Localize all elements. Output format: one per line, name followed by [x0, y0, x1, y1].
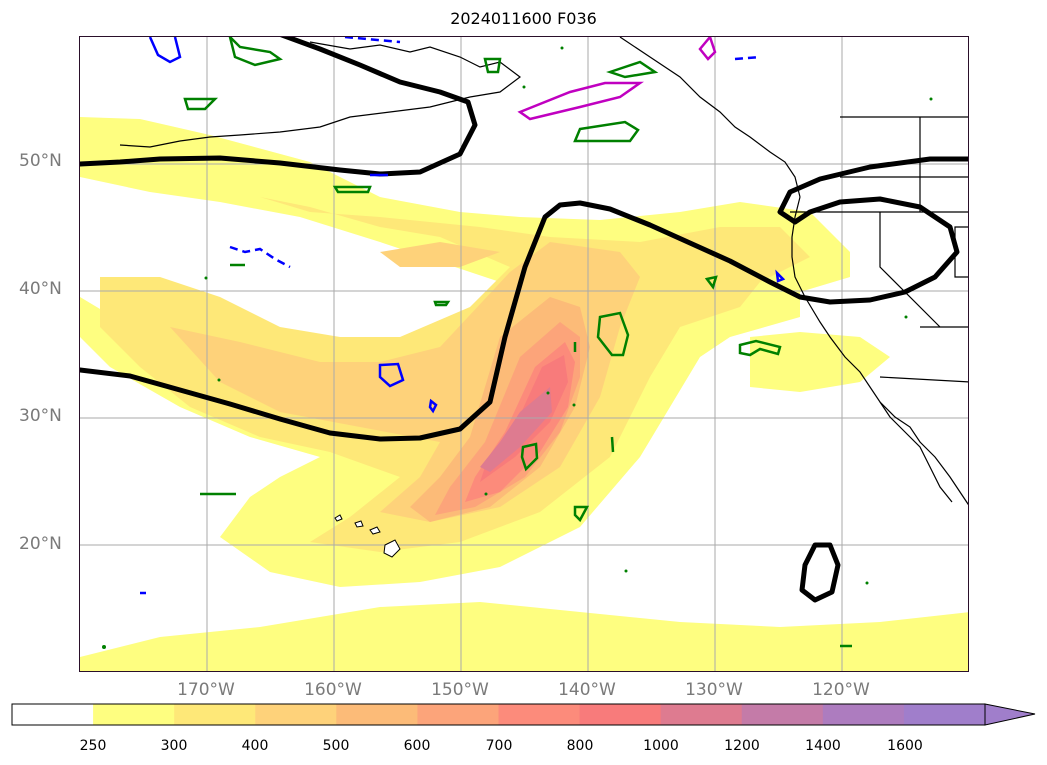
island-maui — [369, 526, 381, 535]
thick-contour-north-loop — [80, 37, 478, 177]
lon-label-140w: 140°W — [558, 680, 616, 700]
green-contour-6 — [332, 185, 372, 194]
alaska-coast — [119, 41, 521, 148]
baja-peninsula — [879, 401, 953, 503]
colorbar-extend-arrow — [984, 703, 1036, 726]
lat-label-30n: 30°N — [19, 406, 62, 426]
colorbar-segment — [336, 704, 418, 725]
lon-label-150w: 150°W — [431, 680, 489, 700]
ivt-band-1200 — [480, 387, 552, 472]
lat-label-40n: 40°N — [19, 279, 62, 299]
colorbar-svg — [11, 703, 1036, 726]
magenta-contours — [517, 37, 717, 121]
green-contour-9 — [520, 442, 539, 472]
ivt-band-250-east — [750, 332, 890, 392]
colorbar-segment — [903, 704, 986, 725]
colorbar-segment — [417, 704, 499, 725]
thick-contour-small-loop — [799, 542, 841, 603]
island-kauai — [334, 514, 343, 522]
gridlines — [80, 37, 968, 671]
colorbar-tick-1000: 1000 — [643, 738, 679, 754]
colorbar-tick-1400: 1400 — [805, 738, 841, 754]
colorbar-segment — [741, 704, 824, 725]
green-contour-11 — [738, 339, 782, 357]
colorbar-tick-800: 800 — [566, 738, 594, 754]
green-contour-5 — [606, 60, 659, 79]
green-contours — [183, 37, 852, 648]
thick-contour-main — [80, 156, 968, 442]
colorbar-tick-300: 300 — [160, 738, 188, 754]
lon-label-170w: 170°W — [177, 680, 235, 700]
blue-contour-6 — [775, 269, 786, 283]
thick-contours — [80, 37, 968, 603]
colorbar-segment — [93, 704, 175, 725]
colorbar-segment — [498, 704, 581, 725]
green-contour-3 — [483, 57, 502, 74]
lon-label-130w: 130°W — [685, 680, 743, 700]
magenta-contour-2 — [698, 37, 717, 61]
colorbar-outline — [11, 703, 986, 726]
map-canvas — [80, 37, 968, 671]
lon-label-160w: 160°W — [304, 680, 362, 700]
colorbar-segment — [579, 704, 662, 725]
green-dots — [102, 46, 933, 649]
coastlines — [119, 37, 968, 506]
green-contour-1 — [228, 37, 283, 67]
magenta-contour-1 — [517, 81, 644, 121]
island-oahu — [354, 520, 364, 528]
colorbar-tick-250: 250 — [79, 738, 107, 754]
colorbar-tick-700: 700 — [485, 738, 513, 754]
colorbar-segment — [822, 704, 905, 725]
map-panel — [79, 36, 969, 672]
blue-contour-1 — [148, 37, 182, 64]
island-big-island — [383, 539, 401, 558]
colorbar-segment — [12, 704, 94, 725]
green-contour-4 — [573, 120, 640, 143]
ivt-shading — [80, 117, 968, 671]
canada-border — [840, 116, 968, 118]
colorbar-tick-1600: 1600 — [887, 738, 923, 754]
colorbar-tick-500: 500 — [322, 738, 350, 754]
green-contour-10 — [573, 505, 590, 523]
us-west-coast — [791, 196, 968, 506]
green-contour-12 — [704, 275, 718, 290]
green-contour-7 — [433, 300, 451, 307]
nevada-box — [954, 226, 968, 278]
bc-coast — [619, 37, 801, 198]
state-border-ca-nv — [879, 212, 941, 328]
blue-contours — [140, 37, 786, 595]
green-contour-2 — [183, 97, 219, 111]
lat-label-20n: 20°N — [19, 534, 62, 554]
blue-contour-dashed-2 — [734, 55, 761, 61]
green-contour-8 — [596, 311, 630, 357]
colorbar-tick-400: 400 — [241, 738, 269, 754]
ivt-band-250-south — [80, 602, 968, 671]
lat-label-50n: 50°N — [19, 151, 62, 171]
green-contour-16 — [610, 436, 615, 453]
blue-contour-dashed-3 — [344, 37, 401, 44]
ivt-band-500 — [380, 242, 500, 267]
colorbar — [0, 700, 1047, 765]
colorbar-tick-600: 600 — [403, 738, 431, 754]
colorbar-segment — [255, 704, 337, 725]
colorbar-tick-1200: 1200 — [724, 738, 760, 754]
lon-label-120w: 120°W — [812, 680, 870, 700]
colorbar-segment — [660, 704, 743, 725]
blue-contour-dashed-1 — [229, 245, 291, 269]
state-border-mx — [879, 376, 968, 383]
colorbar-segment — [174, 704, 256, 725]
map-title: 2024011600 F036 — [450, 9, 597, 28]
blue-contour-2 — [378, 362, 405, 388]
blue-contour-3 — [428, 398, 438, 414]
hawaii-islands — [334, 514, 401, 558]
